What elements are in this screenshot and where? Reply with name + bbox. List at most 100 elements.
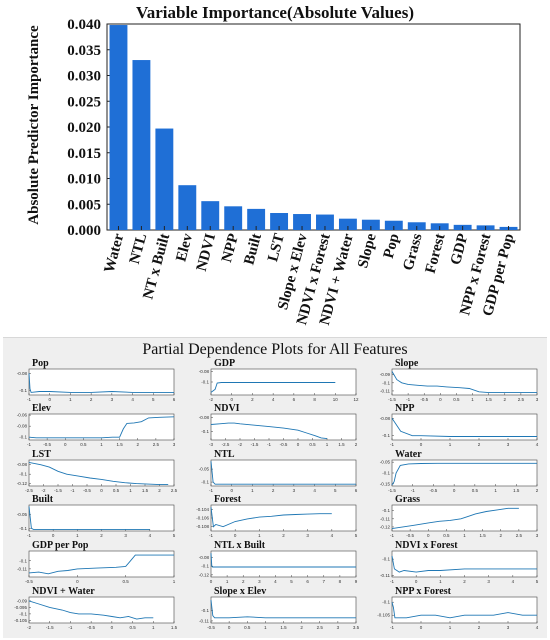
x-tick-label: 1 (173, 579, 176, 584)
x-tick-label: 1 (152, 625, 155, 630)
x-tick-label: -2 (209, 397, 213, 402)
x-tick-label: -3 (209, 442, 213, 447)
x-tick-label: 6 (293, 397, 296, 402)
x-tick-label: -0.5 (43, 442, 51, 447)
x-tick-label: 3 (536, 533, 539, 538)
x-tick-label: 5 (152, 397, 155, 402)
x-tick-label: -1.5 (388, 488, 396, 493)
pdp-line (391, 507, 519, 530)
pdp-line (391, 602, 537, 619)
x-tick-label: 4 (536, 442, 539, 447)
x-tick-label: 1 (251, 488, 254, 493)
x-tick-label: 1 (471, 397, 474, 402)
x-tick-label: -2.5 (222, 442, 230, 447)
x-tick-label: 3 (507, 625, 510, 630)
y-tick-label: -0.09 (380, 372, 391, 377)
pdp-line (391, 462, 537, 486)
x-tick-label: Pop (381, 232, 403, 260)
subplot-title: NTL x Built (214, 540, 266, 551)
subplot-title: NTL (214, 449, 235, 460)
x-tick-label: 3 (258, 579, 261, 584)
x-tick-label: 1 (129, 488, 132, 493)
x-tick-label: 3 (536, 397, 539, 402)
x-tick-label: 2.5 (317, 625, 324, 630)
x-tick-label: 2 (300, 625, 303, 630)
subplot-title: GDP (214, 358, 235, 369)
subplot-title: Water (395, 449, 422, 460)
x-tick-label: -0.5 (430, 488, 438, 493)
y-tick-label: -0.1 (201, 608, 209, 613)
x-tick-label: 4 (274, 579, 277, 584)
x-tick-label: 1.5 (513, 488, 520, 493)
pdp-line (210, 553, 356, 568)
x-tick-label: 3 (111, 397, 114, 402)
subplot-title: Slope x Elev (214, 586, 266, 597)
pdp-line (28, 506, 150, 531)
x-tick-label: 0.5 (129, 625, 136, 630)
x-tick-label: -0.5 (25, 579, 33, 584)
pdp-subplot: Slope -1.5 -1 -0.5 0 0.5 1 1.5 2 2.5 3 -0.09 -0.1 -0.… (380, 358, 539, 402)
subplot-frame (28, 413, 175, 441)
subplot-frame (28, 368, 175, 396)
x-tick-label: 8 (313, 397, 316, 402)
x-tick-label: 5 (173, 533, 176, 538)
subplot-title: NDVI (214, 403, 240, 414)
subplot-title: Pop (32, 358, 49, 369)
x-tick-label: -0.5 (406, 533, 414, 538)
subplot-frame (28, 596, 175, 624)
pdp-line (210, 382, 336, 393)
x-tick-label: -2.5 (25, 488, 33, 493)
y-tick-label: -0.05 (17, 512, 28, 517)
pdp-subplot: NPP -1 0 1 2 3 4 -0.08 -0.1 (380, 403, 539, 447)
x-tick-label: 4 (536, 625, 539, 630)
x-tick-label: LST (265, 232, 288, 264)
subplot-title: LST (32, 449, 51, 460)
y-tick-label: -0.1 (19, 435, 27, 440)
x-tick-label: 2 (478, 625, 481, 630)
subplot-title: Forest (214, 494, 242, 505)
x-tick-label: 0 (439, 397, 442, 402)
pdp-subplot: Pop -1 0 1 2 3 4 5 6 -0.08 -0.1 (17, 358, 176, 402)
x-tick-label: 1.5 (280, 625, 287, 630)
x-tick-label: -1.5 (251, 442, 259, 447)
x-tick-label: 1 (326, 442, 329, 447)
pdp-line (28, 373, 174, 393)
x-tick-label: Elev (173, 231, 196, 263)
y-tick-label: -0.1 (19, 558, 27, 563)
x-tick-label: 4 (272, 397, 275, 402)
y-tick-label: 0.010 (67, 172, 101, 188)
x-tick-label: NTL (127, 232, 150, 266)
x-tick-label: 0.5 (472, 488, 479, 493)
x-tick-label: 1 (100, 442, 103, 447)
y-tick-label: -0.104 (196, 507, 209, 512)
pdp-subplot: GDP per Pop -0.5 0 0.5 1 -0.1 -0.11 (17, 540, 176, 584)
pdp-line (28, 554, 174, 575)
x-tick-label: -1 (267, 442, 271, 447)
x-tick-label: 2 (158, 488, 161, 493)
y-tick-label: 0.005 (67, 197, 101, 213)
x-tick-label: -1 (27, 533, 31, 538)
pdp-line (210, 422, 328, 440)
x-tick-label: 1 (69, 397, 72, 402)
bar (201, 201, 220, 230)
subplot-frame (210, 550, 357, 578)
subplot-frame (28, 459, 175, 487)
y-tick-label: -0.12 (380, 524, 391, 529)
x-tick-label: -1 (209, 533, 213, 538)
pdp-line (28, 416, 175, 439)
pdp-line (28, 600, 154, 620)
x-tick-label: 0.5 (80, 442, 87, 447)
y-tick-label: -0.06 (17, 413, 28, 418)
pdp-line (210, 507, 332, 528)
x-tick-label: 2 (90, 397, 93, 402)
x-tick-label: -0.5 (280, 442, 288, 447)
y-tick-label: 0.025 (67, 94, 101, 110)
x-tick-label: 4 (331, 533, 334, 538)
x-tick-label: 10 (333, 397, 339, 402)
subplot-title: NDVI x Forest (395, 540, 458, 551)
x-tick-label: 5 (355, 533, 358, 538)
x-tick-label: -1 (209, 488, 213, 493)
y-tick-label: -0.1 (19, 388, 27, 393)
